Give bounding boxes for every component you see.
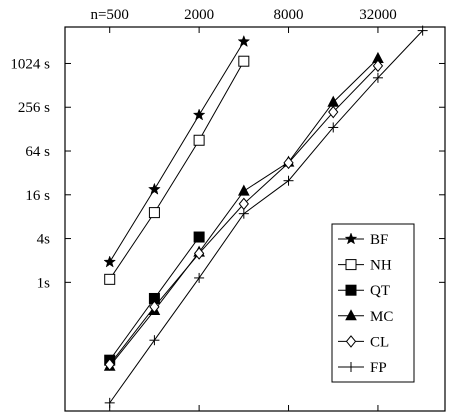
legend-label-nh: NH [370, 258, 392, 274]
series-line-bf [109, 41, 245, 263]
data-point-fp [328, 122, 339, 133]
legend-label-cl: CL [370, 334, 389, 350]
legend-box [331, 223, 415, 383]
data-point-cl [283, 156, 294, 170]
data-point-cl [193, 247, 205, 260]
legend-marker-cl [345, 335, 357, 348]
data-point-nh [193, 134, 205, 146]
series-line-nh [109, 60, 245, 280]
data-point-fp [372, 72, 383, 83]
legend-label-mc: MC [370, 309, 393, 325]
y-tick-label-4s: 4s [37, 232, 51, 248]
data-point-bf [192, 108, 206, 121]
legend-marker-mc [345, 309, 357, 321]
data-point-nh [104, 273, 116, 285]
y-tick-label-64-s: 64 s [25, 144, 50, 160]
x-axis: n=500 2000 8000 32000 [90, 7, 397, 411]
series-line-fp [109, 30, 424, 404]
data-point-qt [193, 231, 205, 243]
y-tick-label-256-s: 256 s [18, 100, 50, 116]
data-point-nh [148, 207, 160, 219]
y-tick-label-16-s: 16 s [25, 188, 50, 204]
data-point-cl [104, 358, 115, 371]
data-point-fp [104, 397, 115, 408]
legend-label-fp: FP [370, 360, 387, 376]
x-tick-label-8000: 8000 [274, 7, 304, 23]
data-point-nh [238, 55, 250, 67]
data-point-fp [149, 335, 160, 346]
y-axis: 1s 4s 16 s 64 s 256 s 1024 s [10, 56, 445, 291]
legend-label-qt: QT [370, 283, 390, 299]
data-point-cl [149, 300, 160, 314]
series-markers [103, 25, 428, 408]
data-point-cl [328, 105, 339, 119]
plot-frame [64, 26, 446, 412]
data-point-fp [283, 175, 294, 186]
data-point-fp [238, 208, 249, 219]
data-point-bf [148, 182, 161, 195]
data-point-fp [417, 25, 428, 36]
legend-marker-bf [344, 232, 358, 245]
data-point-fp [194, 272, 205, 283]
data-point-bf [237, 34, 251, 48]
x-tick-label-n-500: n=500 [90, 7, 128, 23]
data-point-bf [103, 255, 117, 268]
legend-label-bf: BF [370, 232, 388, 248]
legend: BF NH QT MC CL FP [331, 223, 415, 383]
x-tick-label-32000: 32000 [359, 7, 397, 23]
legend-marker-nh [345, 259, 357, 271]
legend-marker-qt [345, 284, 357, 296]
x-tick-label-2000: 2000 [184, 7, 214, 23]
data-point-mc [237, 184, 250, 196]
y-tick-label-1s: 1s [37, 275, 51, 291]
legend-marker-fp [346, 362, 356, 372]
data-point-cl [372, 59, 384, 73]
y-tick-label-1024-s: 1024 s [10, 56, 50, 72]
